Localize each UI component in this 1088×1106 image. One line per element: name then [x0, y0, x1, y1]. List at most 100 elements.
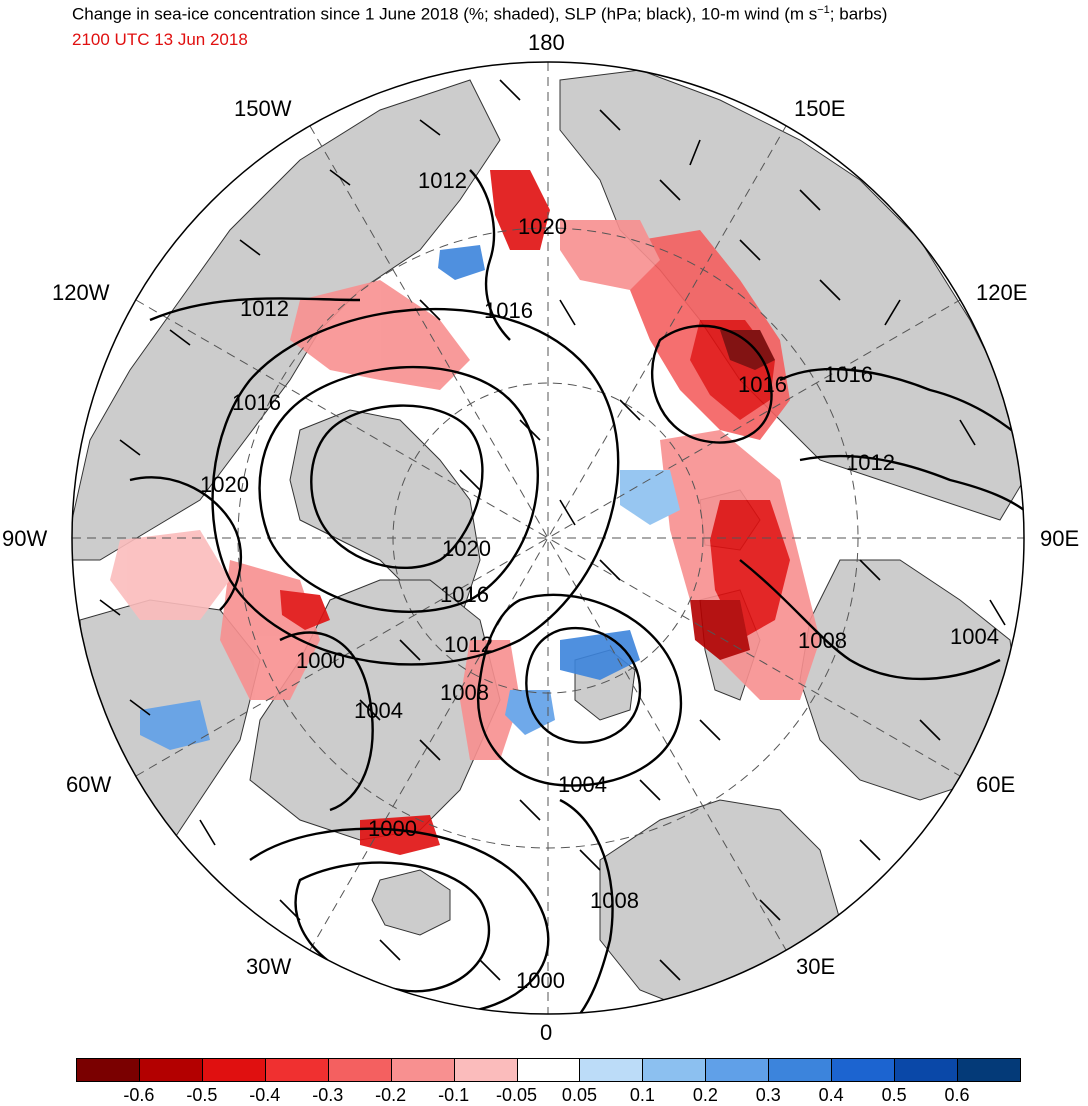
isobar-low-svalbard-outer	[476, 593, 683, 787]
ice-gain-central	[620, 470, 680, 525]
ice-loss-east-siberian	[560, 220, 660, 290]
isobar-kara-1008	[739, 559, 1001, 681]
contour-label: 1000	[296, 648, 345, 673]
land-iceland	[371, 869, 451, 936]
graticule	[72, 62, 1024, 1014]
lon-label-60e: 60E	[976, 772, 1016, 797]
valid-time: 2100 UTC 13 Jun 2018	[72, 30, 248, 49]
lon-label-120e: 120E	[976, 280, 1028, 305]
lon-label-90w: 90W	[2, 526, 48, 551]
contour-label: 1012	[846, 450, 895, 475]
isobar-high-mid	[258, 365, 539, 613]
ice-loss-hudson	[110, 530, 230, 620]
colorbar-swatch	[579, 1058, 644, 1082]
colorbar-swatch	[453, 1058, 518, 1082]
lon-label-60w: 60W	[66, 772, 112, 797]
lon-label-120w: 120W	[52, 280, 110, 305]
ice-gain-svalbard-west	[505, 690, 555, 735]
contour-label: 1020	[200, 472, 249, 497]
isobar-chukchi-1020	[469, 169, 511, 341]
colorbar-tick-label: -0.05	[496, 1085, 538, 1105]
isobar-europe-1008	[559, 798, 614, 1014]
ice-loss-chukchi	[490, 170, 550, 250]
colorbar-swatch	[705, 1058, 770, 1082]
isobar-low-svalbard-inner	[525, 626, 642, 744]
isobar-atlantic-low-2	[249, 827, 550, 1014]
colorbar-tick-label: -0.5	[186, 1085, 218, 1105]
colorbar-swatch	[390, 1058, 455, 1082]
colorbar-swatch	[516, 1058, 581, 1082]
contour-label: 1000	[516, 968, 565, 993]
contour-label: 1012	[444, 632, 493, 657]
isobar-greenland-low	[279, 631, 374, 812]
contour-label: 1020	[442, 536, 491, 561]
contour-label: 1008	[440, 680, 489, 705]
contour-label: 1016	[824, 362, 873, 387]
colorbar-tick-label: -0.3	[312, 1085, 344, 1105]
lon-label-90e: 90E	[1040, 526, 1080, 551]
contour-label: 1016	[440, 582, 489, 607]
colorbar-swatch	[768, 1058, 833, 1082]
ice-loss-baffin-strong	[280, 590, 330, 630]
contour-label: 1000	[368, 816, 417, 841]
isobar-atlantic-low-1	[294, 861, 491, 993]
lon-label-180: 180	[528, 30, 565, 55]
ice-loss-fram	[460, 640, 520, 760]
contour-label: 1004	[950, 624, 999, 649]
ice-gain-chukchi	[438, 245, 485, 280]
colorbar-swatch	[831, 1058, 896, 1082]
contour-label: 1004	[354, 698, 403, 723]
land-north-america	[72, 79, 501, 561]
isobar-labrador-1020	[129, 476, 243, 611]
isobar-siberia-1012	[799, 454, 1024, 511]
contour-label: 1016	[232, 390, 281, 415]
isobar-beaufort-1012	[149, 297, 361, 322]
lon-label-150e: 150E	[794, 96, 846, 121]
colorbar-tick-label: 0.2	[692, 1085, 718, 1105]
ice-loss-beaufort	[290, 280, 470, 390]
colorbar-swatch	[894, 1058, 959, 1082]
lon-label-30w: 30W	[246, 954, 292, 979]
contour-label: 1012	[418, 168, 467, 193]
lon-label-150w: 150W	[234, 96, 292, 121]
colorbar-tick-label: 0.3	[755, 1085, 781, 1105]
colorbar-swatch	[201, 1058, 266, 1082]
lon-label-0: 0	[540, 1020, 553, 1045]
contour-label: 1016	[484, 298, 533, 323]
contour-labels: 1012 1020 1016 1012 1016 1020 1016 1016 …	[200, 168, 999, 993]
isobar-high-outer	[211, 307, 620, 666]
ice-loss-east-greenland	[360, 815, 440, 855]
contour-label: 1020	[518, 214, 567, 239]
colorbar-swatch	[327, 1058, 392, 1082]
colorbar-tick-label: 0.05	[561, 1085, 597, 1105]
colorbar-tick-label: 0.5	[881, 1085, 907, 1105]
colorbar-swatch	[264, 1058, 329, 1082]
colorbar-tick-label: -0.4	[249, 1085, 281, 1105]
contour-label: 1004	[558, 772, 607, 797]
wind-barbs	[99, 79, 1006, 981]
colorbar-swatch	[957, 1058, 1021, 1082]
map-border	[71, 61, 1025, 1015]
map-title: Change in sea-ice concentration since 1 …	[72, 4, 888, 24]
contour-label: 1012	[240, 296, 289, 321]
isobar-high-center	[310, 404, 484, 569]
slp-contours	[129, 169, 1024, 1014]
isobar-siberia-1016	[779, 367, 1024, 441]
lon-label-30e: 30E	[796, 954, 836, 979]
ice-gain-barents	[560, 630, 640, 680]
ice-gain-davis	[140, 700, 210, 750]
contour-label: 1008	[798, 628, 847, 653]
contour-label: 1008	[590, 888, 639, 913]
colorbar-tick-label: 0.1	[629, 1085, 655, 1105]
colorbar-swatch	[642, 1058, 707, 1082]
colorbar-tick-label: -0.6	[123, 1085, 155, 1105]
sea-ice-shading	[110, 170, 820, 855]
colorbar-swatch	[138, 1058, 203, 1082]
colorbar-tick-label: -0.1	[438, 1085, 470, 1105]
isobar-laptev-high	[650, 324, 773, 444]
colorbar-tick-label: -0.2	[375, 1085, 407, 1105]
colorbar-tick-label: 0.6	[944, 1085, 970, 1105]
contour-label: 1016	[738, 372, 787, 397]
colorbar-tick-label: 0.4	[818, 1085, 844, 1105]
